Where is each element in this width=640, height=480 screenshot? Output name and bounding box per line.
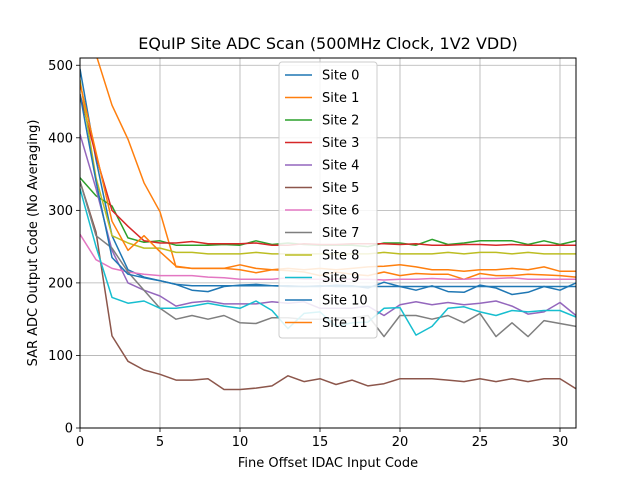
y-tick-label: 200	[48, 276, 73, 291]
legend-label: Site 9	[322, 271, 359, 286]
legend-label: Site 3	[322, 136, 359, 151]
x-tick-label: 25	[472, 435, 489, 450]
legend: Site 0 Site 1 Site 2 Site 3 Site 4 Site 5 Site…	[278, 61, 378, 339]
x-tick-label: 20	[392, 435, 409, 450]
legend-label: Site 5	[322, 181, 359, 196]
x-tick-label: 15	[312, 435, 329, 450]
legend-label: Site 8	[322, 249, 359, 264]
x-tick-label: 0	[76, 435, 84, 450]
x-tick-label: 5	[156, 435, 164, 450]
legend-label: Site 0	[322, 69, 359, 84]
plot-frame	[79, 57, 577, 429]
legend-label: Site 2	[322, 114, 359, 129]
legend-label: Site 4	[322, 159, 359, 174]
y-tick-label: 0	[65, 422, 73, 437]
legend-label: Site 11	[322, 316, 368, 331]
legend-label: Site 10	[322, 294, 368, 309]
legend-box	[278, 61, 378, 339]
x-axis-ticks: 0 5 10 15 20 25 30	[76, 428, 568, 450]
x-tick-label: 30	[552, 435, 569, 450]
y-axis-label: SAR ADC Output Code (No Averaging)	[26, 120, 41, 367]
y-tick-label: 500	[48, 59, 73, 74]
y-axis-ticks: 0 100 200 300 400 500	[48, 59, 80, 437]
y-tick-label: 300	[48, 204, 73, 219]
x-tick-label: 10	[232, 435, 249, 450]
y-tick-label: 100	[48, 349, 73, 364]
y-tick-label: 400	[48, 131, 73, 146]
chart-title: EQuIP Site ADC Scan (500MHz Clock, 1V2 V…	[138, 34, 518, 53]
series-line-site-5	[80, 181, 576, 391]
legend-label: Site 6	[322, 204, 359, 219]
x-axis-label: Fine Offset IDAC Input Code	[238, 456, 418, 471]
legend-label: Site 1	[322, 91, 359, 106]
legend-label: Site 7	[322, 226, 359, 241]
